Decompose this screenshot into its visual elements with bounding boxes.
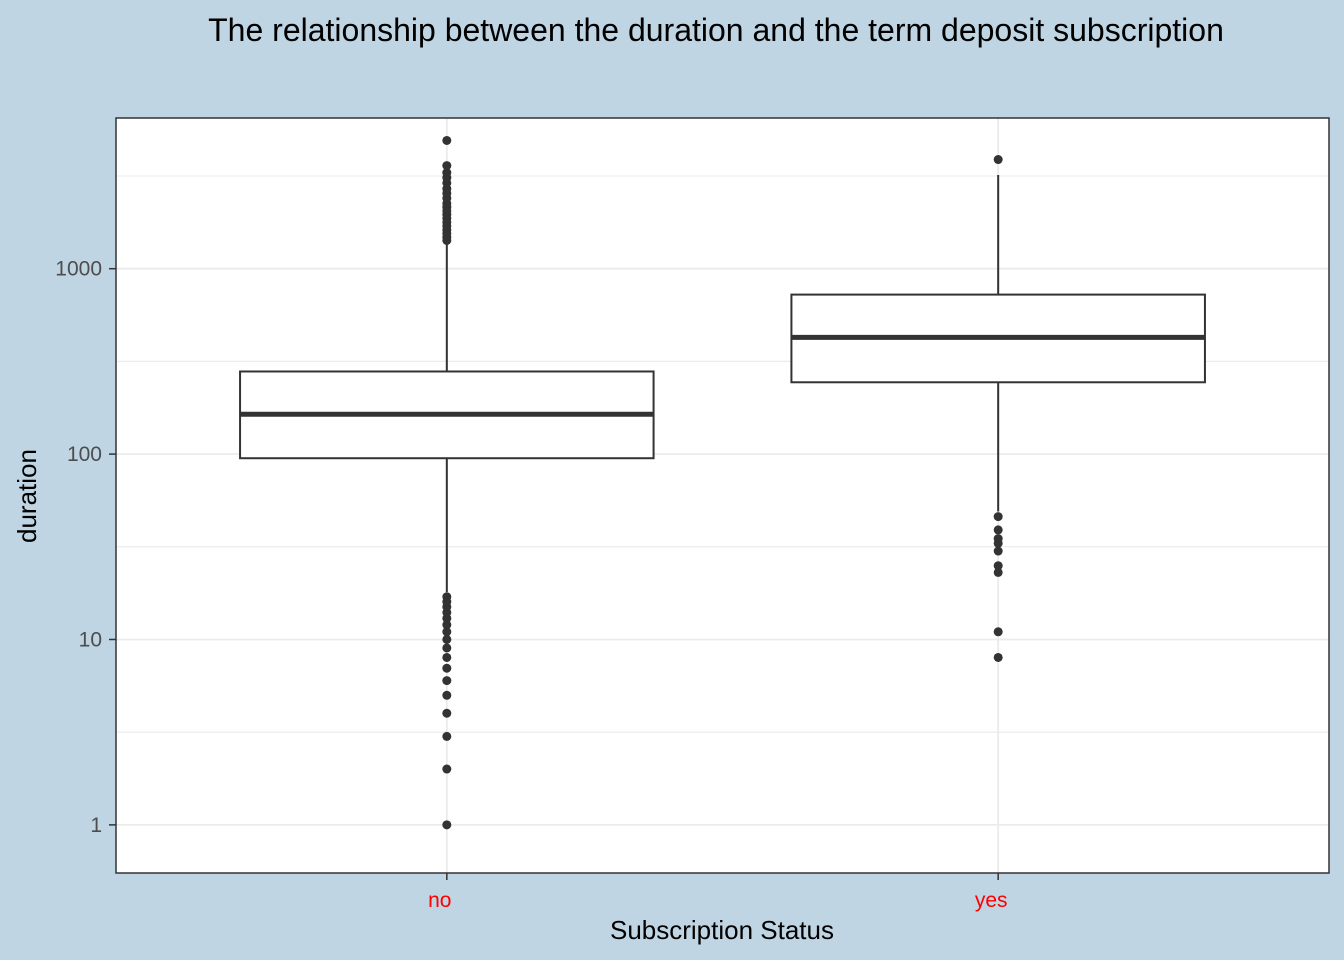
x-tick-label: yes — [975, 889, 1008, 912]
outlier-point — [442, 135, 452, 145]
x-axis-title: Subscription Status — [610, 915, 834, 945]
outlier-point — [993, 561, 1003, 571]
outlier-point — [442, 620, 452, 630]
outlier-point — [442, 708, 452, 718]
outlier-point — [993, 546, 1003, 556]
outlier-point — [442, 168, 452, 178]
outlier-point — [442, 161, 452, 171]
outlier-point — [442, 592, 452, 602]
outlier-point — [442, 627, 452, 637]
y-axis-title: duration — [12, 449, 42, 543]
y-tick-label: 1000 — [55, 258, 102, 281]
outlier-point — [442, 690, 452, 700]
outlier-point — [442, 652, 452, 662]
outlier-point — [993, 567, 1003, 577]
outlier-point — [442, 820, 452, 830]
outlier-point — [442, 663, 452, 673]
outlier-point — [993, 512, 1003, 522]
panel-border — [115, 117, 1330, 874]
outlier-point — [442, 676, 452, 686]
y-tick-label: 100 — [67, 443, 102, 466]
box-no — [239, 135, 655, 830]
outlier-point — [993, 652, 1003, 662]
y-tick-label: 1 — [90, 814, 102, 837]
box-yes — [790, 155, 1206, 662]
outlier-point — [442, 731, 452, 741]
outlier-point — [442, 634, 452, 644]
outlier-point — [993, 155, 1003, 165]
outlier-point — [993, 627, 1003, 637]
x-tick-label: no — [428, 889, 451, 912]
outlier-point — [442, 764, 452, 774]
axes: 1 10 100 1000 no yes — [55, 258, 1007, 912]
outlier-point — [993, 525, 1003, 535]
outlier-point — [993, 534, 1003, 544]
y-tick-label: 10 — [79, 628, 102, 651]
chart-title: The relationship between the duration an… — [208, 12, 1224, 48]
boxes — [239, 135, 1206, 830]
outlier-point — [442, 643, 452, 653]
grid-lines — [116, 118, 1329, 873]
panel-background — [116, 118, 1329, 873]
